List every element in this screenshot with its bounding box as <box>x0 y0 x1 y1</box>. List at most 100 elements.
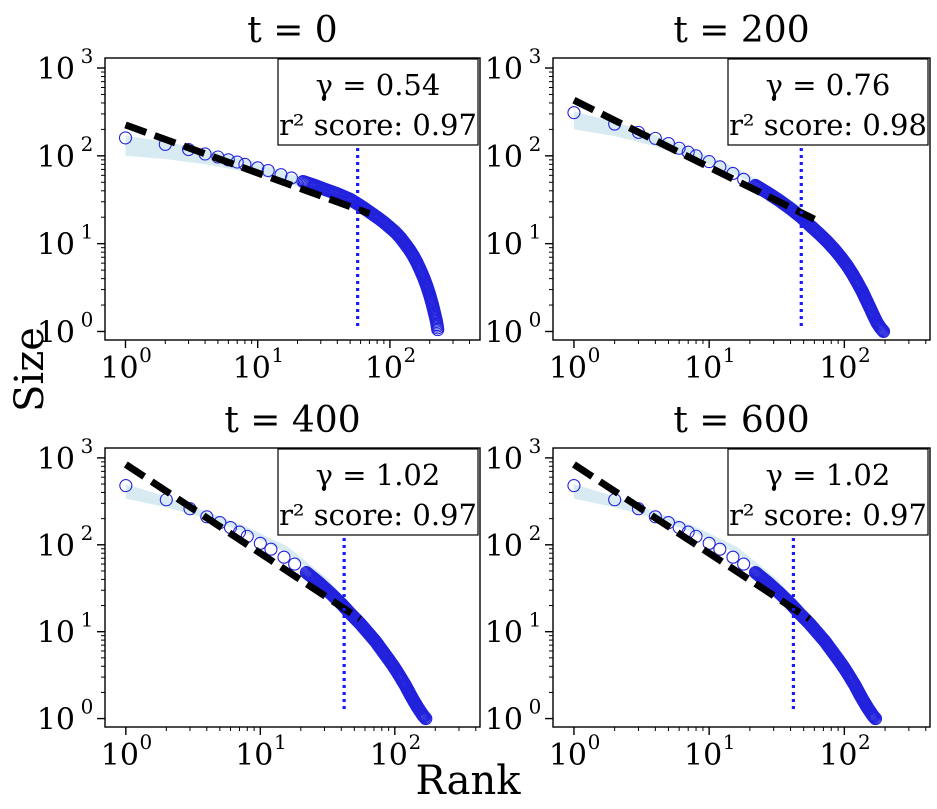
gamma-label: γ = 1.02 <box>316 458 441 492</box>
data-point <box>713 542 727 556</box>
y-tick-exponent: 2 <box>81 132 94 156</box>
data-point <box>866 709 880 723</box>
y-tick-label: 10 <box>37 315 75 350</box>
x-tick-label: 10 <box>235 738 273 773</box>
x-tick-exponent: 2 <box>408 730 421 754</box>
panel-title: t = 600 <box>673 400 809 441</box>
data-point <box>118 131 133 145</box>
annotation-box <box>277 448 479 536</box>
x-tick-exponent: 2 <box>404 343 417 367</box>
data-point <box>871 317 885 331</box>
x-tick-exponent: 1 <box>271 343 284 367</box>
data-point <box>261 163 275 178</box>
x-tick-exponent: 2 <box>858 730 871 754</box>
x-tick-exponent: 1 <box>723 730 736 754</box>
power-law-fit-line <box>572 97 816 223</box>
x-tick-exponent: 0 <box>139 730 152 754</box>
data-point <box>648 510 662 524</box>
data-point <box>868 711 882 725</box>
x-tick-label: 10 <box>101 738 139 773</box>
data-point <box>872 319 886 333</box>
power-law-fit-line <box>572 461 812 622</box>
x-tick-label: 10 <box>549 351 587 386</box>
y-axis-label: Size <box>7 327 53 412</box>
data-point <box>119 479 133 493</box>
y-tick-label: 10 <box>485 228 523 263</box>
x-tick-label: 10 <box>233 351 271 386</box>
y-tick-label: 10 <box>37 616 75 651</box>
x-tick-label: 10 <box>819 351 857 386</box>
x-tick-label: 10 <box>819 738 857 773</box>
panel-title: t = 200 <box>673 10 809 51</box>
data-point <box>567 106 581 120</box>
y-tick-label: 10 <box>37 228 75 263</box>
data-point <box>876 324 890 338</box>
x-tick-exponent: 0 <box>139 343 152 367</box>
data-point <box>864 706 878 720</box>
y-tick-label: 10 <box>37 140 75 175</box>
y-tick-exponent: 3 <box>81 44 94 68</box>
y-tick-exponent: 3 <box>81 434 94 458</box>
y-tick-label: 10 <box>485 703 523 738</box>
power-law-fit-line <box>124 121 371 217</box>
data-point <box>737 557 751 571</box>
data-point <box>416 709 431 723</box>
axes-frame <box>552 447 931 728</box>
y-tick-label: 10 <box>37 529 75 564</box>
x-tick-exponent: 0 <box>588 343 601 367</box>
data-point <box>430 321 445 335</box>
data-point <box>726 550 740 564</box>
panel-title: t = 0 <box>247 10 337 51</box>
y-tick-label: 10 <box>485 315 523 350</box>
confidence-band <box>573 111 802 211</box>
gamma-label: γ = 0.54 <box>316 68 441 102</box>
y-tick-label: 10 <box>37 442 75 477</box>
y-tick-exponent: 0 <box>81 695 94 719</box>
gamma-label: γ = 1.02 <box>766 458 891 492</box>
axes-frame <box>104 447 481 728</box>
r2-label: r² score: 0.98 <box>729 108 927 142</box>
y-tick-label: 10 <box>485 529 523 564</box>
y-tick-exponent: 0 <box>529 695 542 719</box>
y-tick-label: 10 <box>37 52 75 87</box>
panel-title: t = 400 <box>224 400 360 441</box>
y-tick-exponent: 3 <box>529 44 542 68</box>
power-law-fit-line <box>123 461 362 622</box>
plot-area <box>567 97 891 339</box>
annotation-box <box>277 58 479 146</box>
x-tick-exponent: 1 <box>274 730 287 754</box>
y-tick-label: 10 <box>485 52 523 87</box>
y-tick-exponent: 3 <box>529 434 542 458</box>
y-tick-label: 10 <box>37 703 75 738</box>
r2-label: r² score: 0.97 <box>729 498 927 532</box>
data-point <box>418 711 432 725</box>
y-tick-exponent: 1 <box>529 220 542 244</box>
annotation-box <box>727 448 929 536</box>
data-point <box>264 542 278 556</box>
y-tick-exponent: 2 <box>529 132 542 156</box>
x-axis-label: Rank <box>415 758 521 804</box>
plot-area <box>567 461 883 726</box>
y-tick-exponent: 1 <box>529 608 542 632</box>
y-tick-exponent: 1 <box>81 220 94 244</box>
y-tick-exponent: 2 <box>529 521 542 545</box>
x-tick-label: 10 <box>549 738 587 773</box>
y-tick-exponent: 0 <box>529 307 542 331</box>
x-tick-label: 10 <box>100 351 138 386</box>
r2-label: r² score: 0.97 <box>279 108 477 142</box>
data-point <box>648 131 662 145</box>
confidence-band <box>125 484 345 602</box>
x-tick-label: 10 <box>684 351 722 386</box>
y-tick-label: 10 <box>485 140 523 175</box>
y-tick-exponent: 2 <box>81 521 94 545</box>
annotation-box <box>727 58 929 146</box>
x-tick-label: 10 <box>365 351 403 386</box>
data-point <box>387 224 402 238</box>
data-point <box>288 557 302 571</box>
y-tick-exponent: 1 <box>81 608 94 632</box>
data-point <box>277 550 291 564</box>
